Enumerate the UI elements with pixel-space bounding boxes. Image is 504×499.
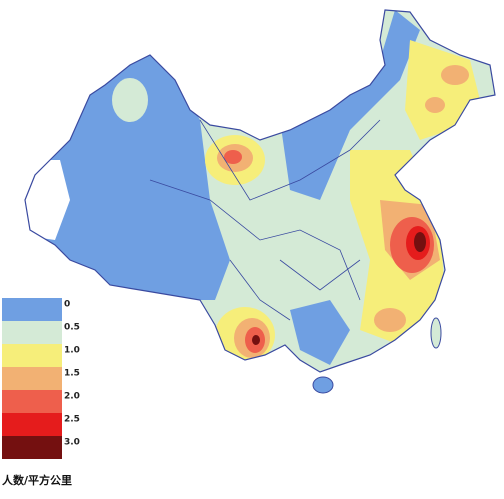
country-outline: [24, 9, 496, 373]
taiwan: [430, 317, 442, 349]
hainan: [312, 376, 334, 394]
province-borders: [149, 119, 381, 321]
legend-swatch: [2, 413, 62, 436]
legend-unit: 人数/平方公里: [2, 473, 72, 487]
legend-swatch: [2, 298, 62, 321]
legend: 0 0.5 1.0 1.5 2.0 2.5 3.0: [2, 298, 80, 459]
legend-swatch: [2, 436, 62, 459]
legend-label: 3.0: [64, 438, 80, 448]
legend-label: 0.5: [64, 323, 80, 333]
legend-label: 0: [64, 300, 70, 310]
legend-swatch: [2, 344, 62, 367]
legend-label: 2.0: [64, 392, 80, 402]
legend-label: 1.5: [64, 369, 80, 379]
legend-swatch: [2, 321, 62, 344]
legend-label: 1.0: [64, 346, 80, 356]
legend-label: 2.5: [64, 415, 80, 425]
legend-swatch: [2, 367, 62, 390]
legend-swatch: [2, 390, 62, 413]
